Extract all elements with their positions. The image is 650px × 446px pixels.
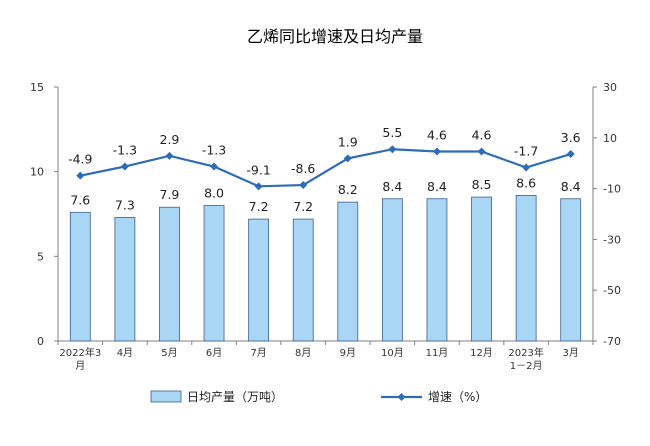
bar (69, 211, 91, 342)
growth-point (299, 181, 308, 190)
x-tick-label: 9月 (340, 347, 356, 359)
growth-point (343, 154, 352, 163)
x-tick-label: 11月 (426, 347, 449, 359)
growth-value-label: 3.6 (561, 130, 581, 145)
growth-value-label: 4.6 (427, 128, 447, 143)
bar (337, 201, 359, 342)
right-tick-label: 10 (603, 132, 617, 145)
x-tick-label: 10月 (381, 347, 404, 359)
legend-bar-label: 日均产量（万吨） (187, 390, 283, 404)
growth-value-label: -4.9 (68, 152, 92, 167)
bar-value-label: 8.0 (204, 186, 224, 201)
growth-point (254, 182, 263, 191)
growth-point (522, 163, 531, 172)
left-tick-label: 0 (37, 335, 44, 348)
growth-point (76, 171, 85, 180)
right-tick-label: -70 (603, 335, 621, 348)
bar (203, 205, 225, 342)
bar (515, 194, 537, 342)
x-tick-label: 7月 (250, 347, 266, 359)
left-tick-label: 10 (30, 166, 44, 179)
growth-value-label: -1.3 (202, 143, 226, 158)
x-tick-label: 12月 (470, 347, 493, 359)
x-tick-label: 2022年3 (59, 346, 101, 359)
bar-value-label: 7.3 (115, 197, 135, 212)
growth-point (566, 150, 575, 159)
growth-value-label: 1.9 (338, 134, 358, 149)
growth-value-label: -1.3 (113, 143, 137, 158)
left-tick-label: 5 (37, 250, 44, 263)
legend: 日均产量（万吨） 增速（%） (150, 390, 487, 404)
bar (426, 198, 448, 342)
growth-point (210, 162, 219, 171)
left-tick-label: 15 (30, 81, 44, 94)
growth-point (477, 147, 486, 156)
chart-title: 乙烯同比增速及日均产量 (247, 27, 423, 46)
right-tick-label: -30 (603, 233, 621, 246)
growth-value-label: -9.1 (246, 162, 270, 177)
x-tick-label: 6月 (206, 347, 222, 359)
bar-value-label: 8.6 (516, 175, 536, 190)
x-tick-label: 月 (75, 360, 85, 372)
bar-value-label: 7.9 (160, 187, 180, 202)
growth-point (165, 151, 174, 160)
bar-value-label: 7.2 (249, 199, 269, 214)
bar-value-label: 8.4 (427, 179, 447, 194)
growth-value-label: 5.5 (382, 125, 402, 140)
growth-value-label: -1.7 (514, 144, 538, 159)
x-tick-label: 4月 (117, 347, 133, 359)
x-tick-label: 2023年 (508, 346, 543, 359)
bar (560, 198, 582, 342)
x-tick-label: 5月 (161, 347, 177, 359)
x-tick-label: 1－2月 (510, 360, 543, 372)
bar (292, 218, 314, 342)
bar-value-label: 8.4 (382, 179, 402, 194)
legend-line-marker (397, 393, 406, 401)
x-tick-label: 8月 (295, 347, 311, 359)
growth-point (432, 147, 441, 156)
bar (471, 196, 492, 342)
right-tick-label: 30 (603, 81, 617, 94)
growth-point (120, 162, 129, 171)
growth-line (80, 148, 572, 188)
bar-value-label: 8.4 (561, 179, 581, 194)
bar-value-label: 7.2 (293, 199, 313, 214)
bar-value-label: 7.6 (70, 192, 90, 207)
bar-value-label: 8.2 (338, 182, 358, 197)
bar-value-label: 8.5 (472, 177, 492, 192)
growth-point (388, 145, 397, 154)
legend-line-label: 增速（%） (428, 390, 487, 404)
x-tick-label: 3月 (563, 347, 579, 359)
right-tick-label: -10 (603, 183, 621, 196)
bar (114, 216, 136, 342)
bar (159, 206, 180, 342)
bar (381, 198, 403, 342)
right-tick-label: -50 (603, 284, 621, 297)
legend-bar-swatch (150, 390, 182, 403)
bar (248, 218, 270, 342)
growth-value-label: 4.6 (472, 128, 492, 143)
growth-value-label: -8.6 (291, 161, 315, 176)
growth-value-label: 2.9 (160, 132, 180, 147)
